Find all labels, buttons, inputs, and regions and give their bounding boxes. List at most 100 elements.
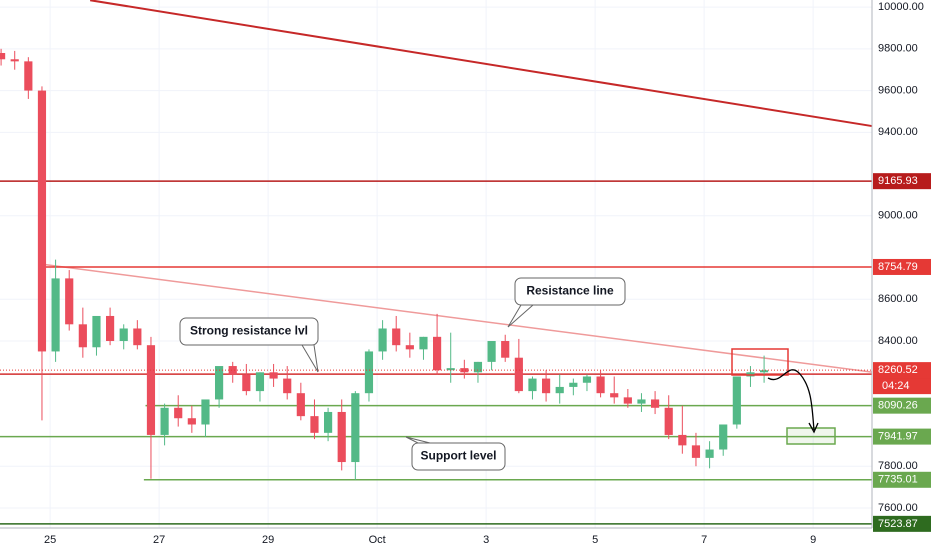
candle-body	[501, 341, 510, 358]
last-price-label: 8260.52	[878, 364, 918, 376]
candle-body	[51, 278, 60, 352]
candle-body	[378, 328, 387, 352]
candle-body	[146, 345, 156, 435]
candle-body	[119, 328, 128, 342]
level-label-box	[873, 471, 931, 488]
candle-body	[215, 366, 224, 400]
candle-body	[542, 378, 551, 394]
candle-body	[133, 328, 142, 346]
countdown-box	[873, 378, 931, 395]
candle-body	[705, 449, 714, 458]
y-tick-label: 9600.00	[878, 84, 918, 96]
candle-body	[242, 374, 251, 392]
x-tick-label: 7	[701, 534, 707, 546]
candle-body	[24, 61, 33, 91]
candle-body	[269, 372, 278, 379]
candle-body	[582, 376, 592, 383]
candle-body	[65, 278, 74, 325]
callout-text: Resistance line	[526, 284, 614, 298]
y-tick-label: 9000.00	[878, 210, 918, 222]
candle-body	[637, 399, 646, 404]
candle-body	[10, 59, 19, 62]
candle-body	[487, 341, 496, 362]
candle-body	[596, 376, 605, 394]
y-tick-label: 9800.00	[878, 43, 918, 55]
candle-body	[324, 411, 333, 433]
level-label-box	[873, 258, 931, 275]
candle-body	[732, 376, 741, 425]
level-label: 8754.79	[878, 261, 918, 273]
level-label: 9165.93	[878, 175, 918, 187]
candle-body	[419, 336, 428, 350]
x-tick-label: Oct	[369, 534, 386, 546]
candle-body	[446, 368, 455, 371]
level-label: 8090.26	[878, 400, 918, 412]
candle-body	[0, 53, 6, 60]
candle-body	[174, 407, 183, 419]
candle-body	[405, 345, 414, 350]
y-tick-label: 7600.00	[878, 502, 918, 514]
x-tick-label: 9	[810, 534, 816, 546]
candle-body	[160, 407, 169, 435]
candle-body	[719, 424, 728, 450]
candle-body	[310, 416, 319, 433]
candle-body	[433, 336, 442, 371]
candle-body	[296, 393, 305, 417]
x-tick-label: 5	[592, 534, 598, 546]
x-tick-label: 3	[483, 534, 489, 546]
candle-body	[569, 382, 578, 387]
candle-body	[283, 378, 292, 394]
candle-body	[514, 357, 523, 392]
projection-arrow	[767, 369, 815, 431]
last-price-box	[873, 362, 931, 379]
candle-body	[351, 393, 360, 463]
candle-body	[651, 399, 660, 408]
candle-body	[760, 370, 769, 373]
callout-box	[514, 277, 626, 306]
candle-body	[364, 351, 374, 394]
candle-body	[201, 399, 210, 425]
candle-body	[610, 393, 619, 398]
callout-pointer	[405, 436, 431, 444]
x-tick-label: 25	[44, 534, 56, 546]
candle-body	[187, 418, 196, 425]
y-tick-label: 10000.00	[878, 1, 924, 13]
price-axis	[872, 0, 932, 550]
countdown-label: 04:24	[882, 380, 910, 392]
candle-body	[555, 386, 564, 394]
callout-text: Strong resistance lvl	[190, 324, 308, 338]
candle-body	[473, 361, 483, 373]
candle-body	[337, 411, 346, 463]
trend-line	[45, 263, 873, 373]
level-label: 7523.87	[878, 518, 918, 530]
x-tick-label: 29	[262, 534, 274, 546]
candle-body	[37, 90, 47, 352]
trend-line	[89, 0, 873, 128]
callout-box	[411, 442, 506, 471]
candle-body	[92, 315, 101, 348]
callout-box	[179, 317, 319, 346]
highlight-box	[731, 348, 789, 376]
candle-body	[228, 366, 237, 375]
candle-body	[392, 328, 401, 346]
candle-body	[623, 397, 632, 404]
target-box	[786, 427, 836, 445]
level-label-box	[873, 515, 931, 532]
y-tick-label: 9400.00	[878, 126, 918, 138]
candle-body	[460, 368, 469, 373]
level-label: 7735.01	[878, 474, 918, 486]
x-tick-label: 27	[153, 534, 165, 546]
y-tick-label: 8600.00	[878, 293, 918, 305]
candle-body	[691, 445, 701, 458]
level-label-box	[873, 173, 931, 190]
arrow-head	[808, 422, 819, 434]
candle-body	[106, 315, 115, 342]
callout-pointer	[507, 304, 534, 328]
callout-pointer	[301, 344, 319, 373]
candle-body	[78, 324, 87, 348]
candle-body	[528, 378, 537, 392]
level-label-box	[873, 428, 931, 445]
level-label: 7941.97	[878, 431, 918, 443]
candle-body	[255, 372, 265, 392]
